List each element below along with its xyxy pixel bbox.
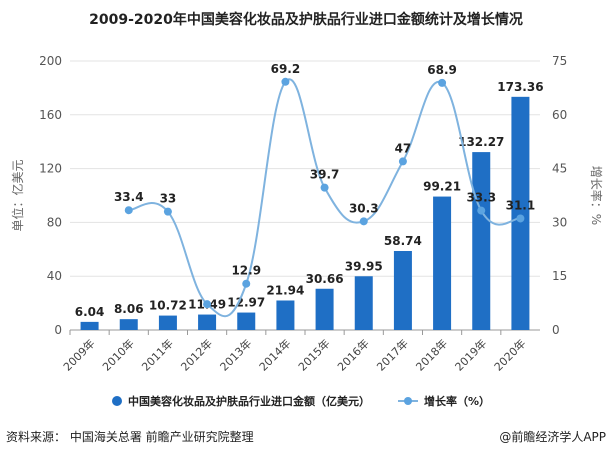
legend-line-label: 增长率（%） <box>424 394 490 408</box>
growth-point <box>477 206 486 215</box>
bar-label: 10.72 <box>149 299 187 313</box>
growth-label: 47 <box>395 141 412 155</box>
bar-label: 12.97 <box>227 296 265 310</box>
growth-line <box>128 78 521 318</box>
legend-line-dot <box>404 397 412 405</box>
left-axis-title: 单位：亿美元 <box>10 159 25 231</box>
legend-bar-marker <box>112 396 122 406</box>
bar-label: 8.06 <box>114 302 144 316</box>
bar <box>158 315 177 330</box>
bar <box>315 288 334 330</box>
bar <box>472 152 491 330</box>
growth-label: 39.7 <box>310 168 340 182</box>
growth-label: 33 <box>160 192 177 206</box>
bar <box>80 321 99 330</box>
right-tick-label: 15 <box>552 269 567 283</box>
bar <box>433 196 452 330</box>
growth-point <box>203 300 212 309</box>
left-tick-label: 120 <box>39 162 62 176</box>
left-tick-label: 200 <box>39 54 62 68</box>
right-tick-label: 45 <box>552 162 567 176</box>
bar-label: 6.04 <box>75 305 105 319</box>
growth-point <box>398 157 407 166</box>
growth-point <box>359 217 368 226</box>
bar <box>393 250 412 330</box>
left-tick-label: 80 <box>47 215 62 229</box>
growth-label: 68.9 <box>427 63 457 77</box>
x-tick-label: 2018年 <box>413 336 450 373</box>
left-tick-label: 40 <box>47 269 62 283</box>
growth-point <box>516 214 525 223</box>
left-tick-label: 0 <box>54 323 62 337</box>
growth-label: 69.2 <box>271 62 301 76</box>
growth-label: 33.3 <box>466 191 496 205</box>
left-tick-label: 160 <box>39 108 62 122</box>
bar <box>354 276 373 330</box>
bar <box>276 300 295 330</box>
growth-point <box>124 206 133 215</box>
x-tick-label: 2009年 <box>60 336 97 373</box>
growth-point <box>320 183 329 192</box>
growth-point <box>242 279 251 288</box>
bar <box>237 312 256 330</box>
bar-label: 30.66 <box>306 272 344 286</box>
source-note: 资料来源： 中国海关总署 前瞻产业研究院整理 <box>6 430 254 444</box>
x-tick-label: 2017年 <box>374 336 411 373</box>
growth-point <box>163 207 172 216</box>
x-tick-label: 2020年 <box>491 336 528 373</box>
right-tick-label: 60 <box>552 108 567 122</box>
x-tick-label: 2016年 <box>334 336 371 373</box>
brand-note: @前瞻经济学人APP <box>499 430 606 444</box>
x-tick-label: 2010年 <box>99 336 136 373</box>
bar-label: 173.36 <box>497 80 543 94</box>
growth-point <box>438 78 447 87</box>
growth-label: 33.4 <box>114 190 144 204</box>
bar-label: 99.21 <box>423 180 461 194</box>
x-tick-label: 2011年 <box>139 336 176 373</box>
growth-point <box>281 77 290 86</box>
legend-bar-label: 中国美容化妆品及护肤品行业进口金额（亿美元） <box>128 394 370 408</box>
growth-label: 30.3 <box>349 201 379 215</box>
x-tick-label: 2014年 <box>256 336 293 373</box>
bar-label: 58.74 <box>384 234 422 248</box>
right-tick-label: 0 <box>552 323 560 337</box>
bar-label: 39.95 <box>345 259 383 273</box>
bar <box>198 314 217 330</box>
x-tick-label: 2012年 <box>178 336 215 373</box>
x-tick-label: 2015年 <box>295 336 332 373</box>
growth-label: 12.9 <box>231 264 261 278</box>
growth-label: 31.1 <box>506 198 536 212</box>
x-tick-label: 2013年 <box>217 336 254 373</box>
right-tick-label: 30 <box>552 215 567 229</box>
bar <box>511 96 530 330</box>
chart-title: 2009-2020年中国美容化妆品及护肤品行业进口金额统计及增长情况 <box>89 12 523 28</box>
bar-label: 132.27 <box>458 135 504 149</box>
bar <box>119 319 138 330</box>
right-axis-title: 增长率：% <box>589 166 604 225</box>
x-tick-label: 2019年 <box>452 336 489 373</box>
bar-label: 21.94 <box>266 283 304 297</box>
right-tick-label: 75 <box>552 54 567 68</box>
